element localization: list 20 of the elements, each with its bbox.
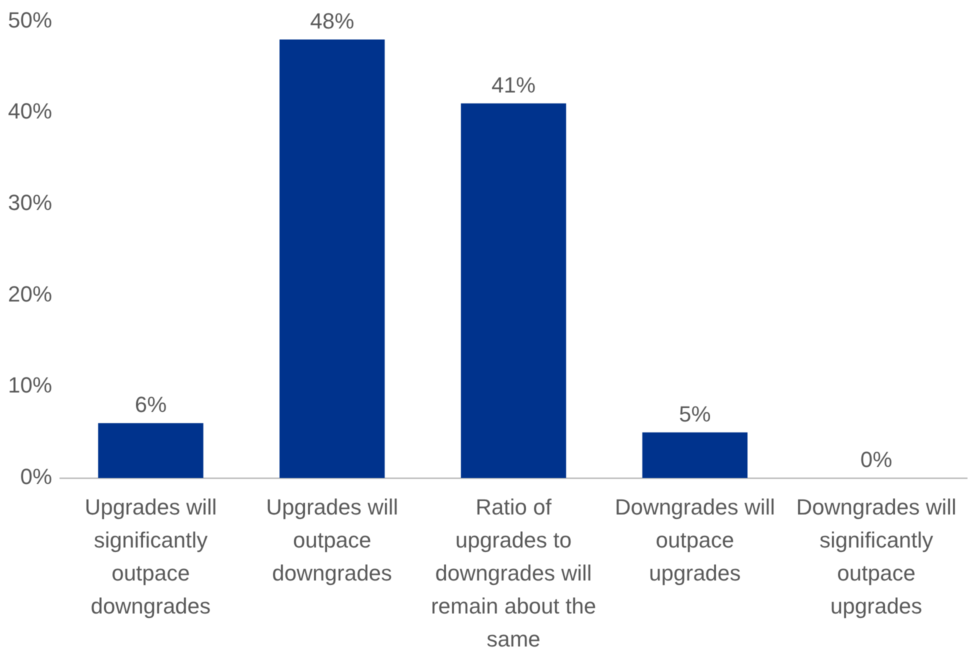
y-tick-label: 0% xyxy=(20,464,52,490)
data-label: 5% xyxy=(679,401,711,426)
bar xyxy=(98,423,204,478)
bar xyxy=(460,103,566,478)
x-tick-label: Ratio of upgrades to downgrades will remain about the same xyxy=(430,494,596,652)
y-tick-label: 50% xyxy=(8,7,52,32)
y-tick-label: 40% xyxy=(8,98,52,124)
bar xyxy=(280,39,385,478)
data-label: 48% xyxy=(310,8,354,34)
y-tick-label: 20% xyxy=(8,281,52,306)
bar xyxy=(642,432,748,478)
x-tick-label: Upgrades will outpace downgrades xyxy=(266,494,398,586)
x-tick-label: Upgrades will significantly outpace downgrades xyxy=(84,494,217,619)
data-label: 6% xyxy=(134,392,167,418)
x-tick-label: Downgrades will outpace upgrades xyxy=(614,494,776,586)
y-tick-label: 10% xyxy=(8,372,52,398)
data-label: 0% xyxy=(860,447,892,472)
y-tick-label: 30% xyxy=(8,190,52,215)
data-label: 41% xyxy=(491,72,536,98)
x-tick-label: Downgrades will significantly outpace upgrades xyxy=(796,494,956,619)
